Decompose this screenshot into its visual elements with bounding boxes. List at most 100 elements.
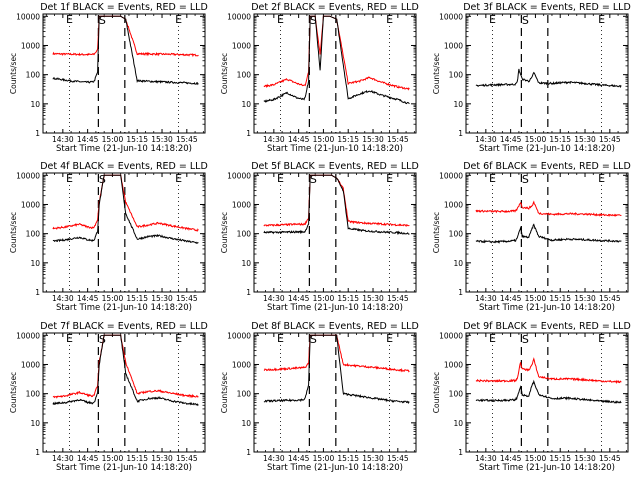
interval-marker: E [489,332,496,345]
y-axis-label: Counts/sec [9,53,18,94]
x-tick-label: 15:00 [525,454,547,463]
events-series-line [52,174,199,244]
y-tick-label: 10000 [16,12,40,21]
events-series-line [263,334,410,405]
x-tick-label: 15:00 [102,135,124,144]
y-tick-label: 100 [449,230,464,239]
y-tick-label: 10 [453,100,463,109]
y-tick-label: 100 [237,71,252,80]
x-tick-label: 15:45 [176,454,198,463]
y-axis-label: Counts/sec [432,372,441,413]
x-tick-label: 15:00 [313,135,335,144]
y-axis-label: Counts/sec [432,212,441,253]
interval-marker: E [277,172,284,185]
x-tick-label: 14:30 [52,294,74,303]
end-marker: E [598,332,605,345]
x-tick-label: 15:30 [151,135,173,144]
start-marker: S [310,333,317,346]
events-series-line [263,15,410,105]
x-axis-label: Start Time (21-Jun-10 14:18:20) [479,144,615,154]
interval-marker: E [66,13,73,26]
start-marker: S [99,14,106,27]
plot-frame [42,332,206,453]
x-tick-label: 15:00 [313,454,335,463]
x-tick-label: 15:15 [549,454,571,463]
x-tick-label: 15:30 [151,294,173,303]
x-tick-label: 14:45 [500,454,522,463]
x-tick-label: 15:00 [102,454,124,463]
x-tick-label: 14:45 [288,135,310,144]
y-axis-label: Counts/sec [220,372,229,413]
y-tick-label: 10000 [227,12,251,21]
x-axis-label: Start Time (21-Jun-10 14:18:20) [267,303,403,313]
x-tick-label: 15:30 [362,454,384,463]
y-tick-label: 1 [246,448,251,457]
lld-series-line [52,334,199,399]
x-tick-label: 15:30 [574,135,596,144]
x-tick-label: 14:45 [288,294,310,303]
y-tick-label: 1 [458,448,463,457]
start-marker: S [310,14,317,27]
y-tick-label: 1000 [444,360,463,369]
x-tick-label: 15:45 [599,294,621,303]
x-tick-label: 14:45 [77,294,99,303]
x-tick-label: 15:45 [599,454,621,463]
start-marker: S [99,333,106,346]
y-tick-label: 10000 [439,331,463,340]
panel-title: Det 1f BLACK = Events, RED = LLD [40,2,208,13]
x-axis-label: Start Time (21-Jun-10 14:18:20) [267,144,403,154]
x-tick-label: 15:45 [176,294,198,303]
events-series-line [52,15,199,86]
y-tick-label: 10 [30,100,40,109]
plot-frame [42,172,206,293]
y-tick-label: 1 [246,288,251,297]
y-tick-label: 100 [26,71,41,80]
lld-series-line [475,200,622,217]
y-tick-label: 10000 [16,331,40,340]
events-series-line [475,223,622,244]
x-tick-label: 15:45 [599,135,621,144]
y-tick-label: 10000 [439,12,463,21]
x-tick-label: 15:15 [337,135,359,144]
y-tick-label: 10 [453,259,463,268]
lld-series-line [52,174,199,232]
x-tick-label: 15:15 [549,135,571,144]
x-tick-label: 15:00 [525,135,547,144]
y-tick-label: 100 [26,390,41,399]
y-axis-label: Counts/sec [220,53,229,94]
events-series-line [52,334,199,407]
x-tick-label: 14:45 [500,294,522,303]
panel-title: Det 5f BLACK = Events, RED = LLD [251,161,419,172]
y-axis-label: Counts/sec [9,212,18,253]
x-tick-label: 14:30 [52,454,74,463]
panel-title: Det 3f BLACK = Events, RED = LLD [463,2,631,13]
interval-marker: E [66,172,73,185]
x-tick-label: 15:15 [126,294,148,303]
x-tick-label: 15:30 [574,454,596,463]
y-tick-label: 1 [458,288,463,297]
start-marker: S [522,333,529,346]
y-tick-label: 100 [237,390,252,399]
panel-title: Det 8f BLACK = Events, RED = LLD [251,321,419,332]
interval-marker: E [489,13,496,26]
panel-title: Det 7f BLACK = Events, RED = LLD [40,321,208,332]
x-tick-label: 14:45 [77,135,99,144]
x-tick-label: 15:45 [176,135,198,144]
panel-title: Det 2f BLACK = Events, RED = LLD [251,2,419,13]
y-tick-label: 1 [35,288,40,297]
plot-frame [465,172,629,293]
y-tick-label: 1 [35,448,40,457]
plot-frame [253,172,417,293]
x-tick-label: 15:30 [151,454,173,463]
y-tick-label: 1000 [444,200,463,209]
end-marker: E [175,172,182,185]
x-axis-label: Start Time (21-Jun-10 14:18:20) [56,303,192,313]
interval-marker: E [489,172,496,185]
y-tick-label: 1000 [21,200,40,209]
y-tick-label: 1000 [21,41,40,50]
y-axis-label: Counts/sec [220,212,229,253]
end-marker: E [175,332,182,345]
y-tick-label: 1000 [232,360,251,369]
x-tick-label: 15:30 [574,294,596,303]
